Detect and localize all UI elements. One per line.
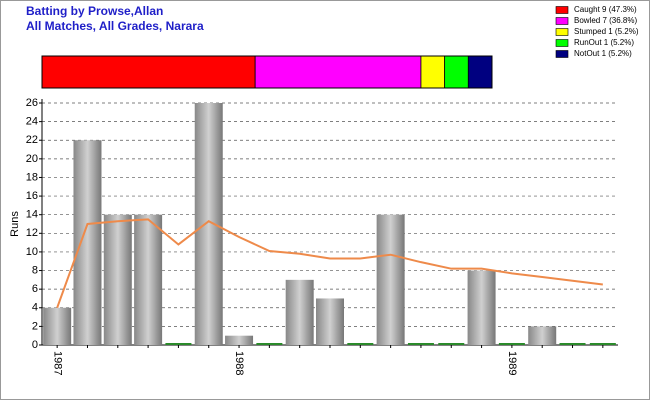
segment [420,55,446,89]
bar [498,343,525,345]
bar [376,214,405,345]
y-tick-label: 24 [26,116,38,128]
bar [438,343,465,345]
y-tick-label: 26 [26,97,38,109]
y-tick-label: 4 [32,302,38,314]
bar [225,335,254,345]
y-tick-label: 12 [26,227,38,239]
y-tick-label: 2 [32,320,38,332]
line [56,218,603,309]
legend-label: Caught 9 (47.3%) [574,5,637,14]
bar [43,307,72,345]
legend-label: RunOut 1 (5.2%) [574,38,634,47]
bar [103,214,132,345]
bar [407,343,434,345]
segment [41,55,256,89]
y-tick-label: 6 [32,283,38,295]
bar [347,343,374,345]
bar [316,298,344,345]
x-tick-label: 1988 [233,351,245,375]
chart-title: Batting by Prowse,Allan [26,4,163,18]
bar [467,270,496,345]
legend-swatch [555,6,569,14]
legend-swatch [555,39,569,47]
bar [194,103,223,345]
bar [285,279,314,345]
segment [254,55,422,89]
y-tick-label: 16 [26,190,38,202]
y-tick-label: 10 [26,246,38,258]
legend-label: Bowled 7 (36.8%) [574,16,637,25]
legend-swatch [555,50,569,58]
x-tick-label: 1987 [51,351,63,375]
y-axis-label: Runs [9,211,21,237]
y-tick-label: 8 [32,264,38,276]
segment [467,55,493,89]
segment [444,55,469,89]
chart-subtitle: All Matches, All Grades, Narara [26,19,204,33]
bar [73,140,102,345]
y-tick-label: 18 [26,171,38,183]
bar [165,343,192,345]
y-tick-label: 22 [26,134,38,146]
bar [559,343,586,345]
x-tick-label: 1989 [506,351,518,375]
y-tick-label: 20 [26,153,38,165]
y-tick-label: 0 [32,339,38,351]
bar [256,343,283,345]
bar [528,326,557,345]
bar [589,343,616,345]
stack-outline [41,55,493,89]
legend-label: Stumped 1 (5.2%) [574,27,639,36]
legend-swatch [555,17,569,25]
legend-swatch [555,28,569,36]
legend-label: NotOut 1 (5.2%) [574,49,632,58]
y-tick-label: 14 [26,209,38,221]
bar [134,214,163,345]
